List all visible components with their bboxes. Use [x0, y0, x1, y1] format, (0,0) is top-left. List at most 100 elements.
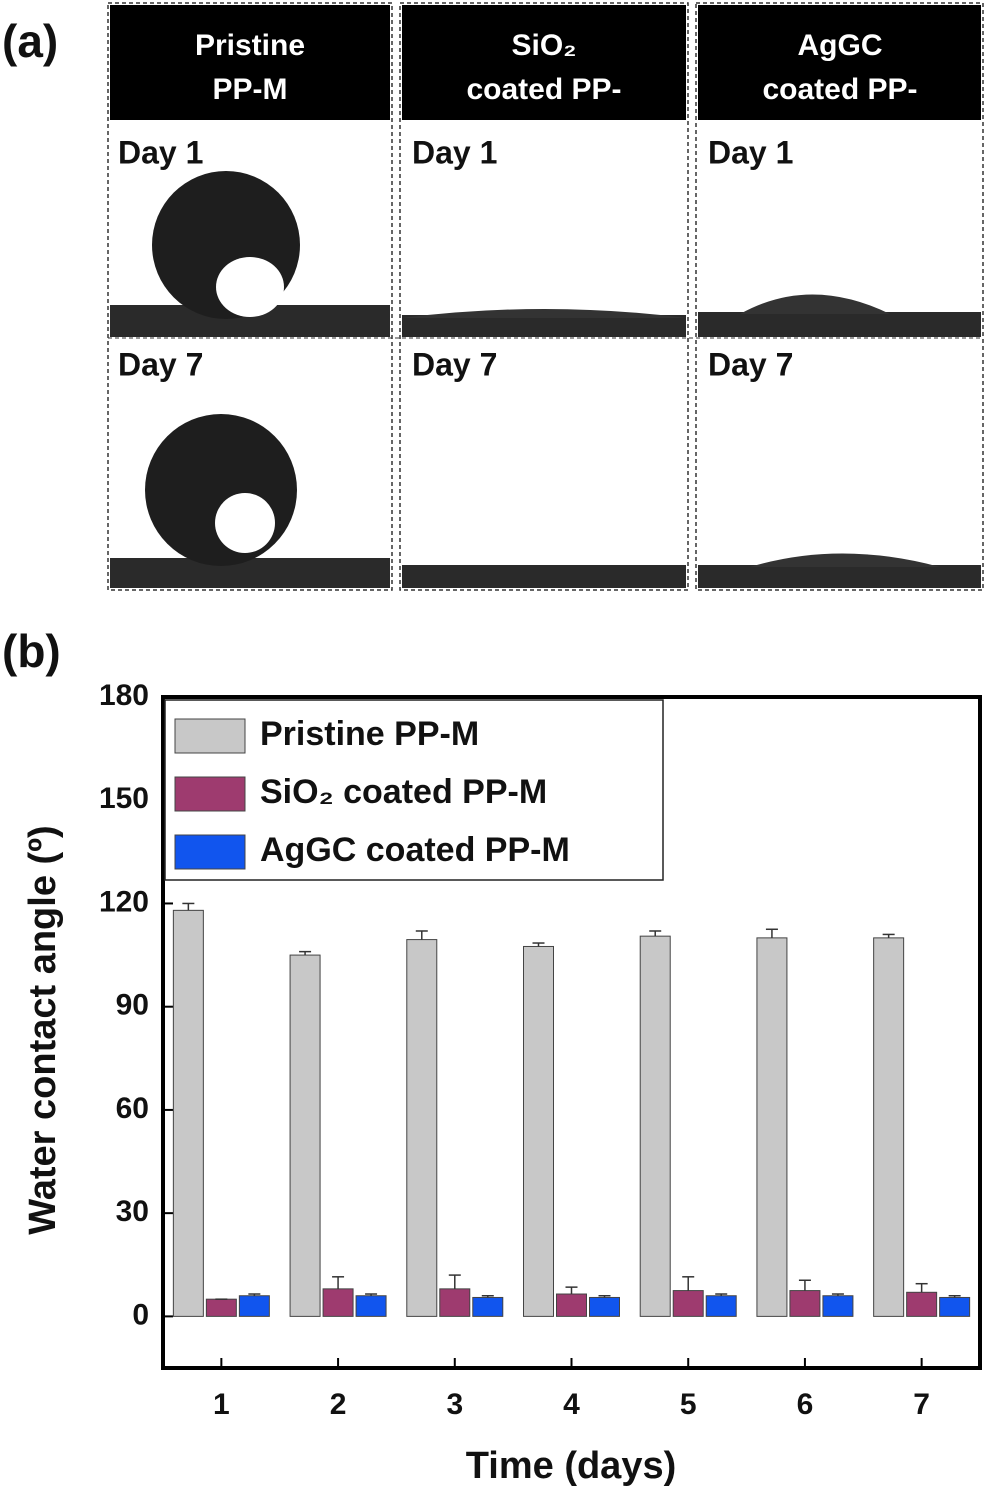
error-bar	[299, 950, 312, 956]
error-bar	[415, 930, 428, 940]
bar	[639, 935, 671, 1317]
substrate	[110, 558, 390, 588]
x-tick-label: 7	[913, 1388, 930, 1421]
column-header: AgGC	[798, 29, 883, 62]
day-label: Day 7	[412, 346, 497, 382]
bar	[822, 1295, 854, 1317]
error-bar	[248, 1293, 261, 1296]
day-label: Day 7	[118, 346, 203, 382]
error-bar	[532, 942, 545, 947]
bar	[589, 1296, 620, 1317]
x-tick-label: 5	[680, 1388, 697, 1421]
header-bg	[110, 5, 390, 120]
legend-swatch	[174, 718, 246, 754]
error-bar	[831, 1293, 844, 1296]
substrate	[698, 565, 981, 588]
droplet	[145, 414, 297, 566]
bar	[355, 1295, 387, 1317]
bar	[756, 937, 788, 1317]
legend-label: AgGC coated PP-M	[260, 831, 570, 869]
panel-label: (a)	[2, 15, 58, 67]
droplet-highlight	[216, 257, 284, 317]
y-tick-label: 180	[99, 679, 149, 712]
bar	[205, 1298, 237, 1317]
day-label: Day 1	[708, 134, 793, 170]
bar	[289, 954, 321, 1317]
x-tick-label: 6	[797, 1388, 814, 1421]
legend-swatch	[174, 776, 246, 812]
error-bar	[882, 933, 895, 938]
bar	[406, 939, 438, 1317]
y-axis-title: Water contact angle (º)	[22, 825, 64, 1234]
error-bar	[448, 1274, 461, 1289]
day-label: Day 1	[118, 134, 203, 170]
day-label: Day 7	[708, 346, 793, 382]
error-bar	[765, 928, 778, 938]
legend-swatch	[174, 834, 246, 870]
bar	[556, 1293, 587, 1317]
error-bar	[715, 1293, 728, 1296]
bar	[672, 1290, 704, 1317]
y-tick-label: 90	[116, 989, 149, 1022]
day-label: Day 1	[412, 134, 497, 170]
column-header: coated PP-	[762, 73, 917, 106]
column-frame	[107, 2, 393, 591]
column-header: PP-M	[213, 73, 288, 106]
legend-box	[164, 699, 664, 881]
x-axis-title: Time (days)	[466, 1445, 676, 1487]
column-frame	[399, 2, 689, 591]
error-bar	[332, 1276, 345, 1289]
x-tick-label: 2	[330, 1388, 347, 1421]
plot-frame	[161, 695, 982, 1370]
bar	[238, 1295, 270, 1317]
droplet-highlight	[215, 493, 275, 553]
x-tick-label: 4	[563, 1388, 580, 1421]
error-bar	[948, 1294, 961, 1298]
error-bar	[182, 902, 195, 911]
bar	[705, 1295, 737, 1317]
bar	[789, 1290, 821, 1317]
x-tick-label: 3	[446, 1388, 463, 1421]
panel-label: (b)	[2, 625, 61, 677]
droplet	[750, 553, 940, 567]
y-tick-label: 150	[99, 782, 149, 815]
legend-label: SiO₂ coated PP-M	[260, 773, 547, 811]
photos	[108, 171, 983, 588]
error-bar	[481, 1294, 494, 1298]
column-frame	[695, 2, 984, 591]
bar	[472, 1296, 504, 1317]
substrate	[402, 315, 686, 337]
substrate	[402, 565, 686, 588]
error-bar	[682, 1276, 695, 1291]
column-header: Pristine	[195, 29, 305, 62]
bar	[439, 1288, 471, 1317]
header-bg	[402, 5, 686, 120]
error-bar	[915, 1282, 928, 1293]
photo-grid	[107, 2, 984, 591]
bar	[906, 1291, 938, 1317]
column-header: coated PP-	[466, 73, 621, 106]
y-tick-label: 60	[116, 1092, 149, 1125]
droplet	[740, 294, 890, 314]
substrate	[698, 312, 981, 337]
y-tick-label: 0	[132, 1298, 149, 1331]
bar	[873, 937, 905, 1317]
headers	[110, 5, 981, 120]
error-bar	[798, 1279, 811, 1291]
x-tick-label: 1	[213, 1388, 230, 1421]
bar	[172, 909, 204, 1317]
error-bar	[565, 1286, 578, 1295]
error-bar	[649, 930, 662, 937]
legend-label: Pristine PP-M	[260, 715, 479, 753]
error-bar	[365, 1293, 378, 1296]
error-bar	[598, 1294, 611, 1298]
bar	[523, 945, 554, 1317]
header-bg	[698, 5, 981, 120]
y-tick-label: 30	[116, 1195, 149, 1228]
column-header: SiO₂	[511, 29, 576, 62]
bar	[322, 1288, 354, 1317]
droplet	[402, 309, 686, 318]
bar	[939, 1296, 971, 1317]
